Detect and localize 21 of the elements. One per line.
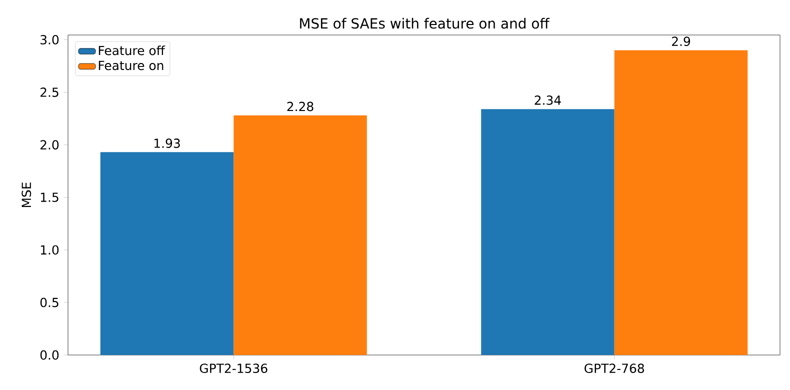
bar xyxy=(100,152,234,355)
x-tick-label: GPT2-1536 xyxy=(200,364,268,374)
chart-title: MSE of SAEs with feature on and off xyxy=(300,18,550,29)
y-tick-label: 0.5 xyxy=(40,298,58,308)
y-tick-label: 0.0 xyxy=(40,350,59,360)
data-label: 2.9 xyxy=(672,36,690,46)
bar xyxy=(614,50,748,355)
x-tick-label: GPT2-768 xyxy=(584,364,644,374)
y-tick-label: 1.5 xyxy=(40,192,58,202)
y-tick-label: 3.0 xyxy=(40,35,59,44)
legend-label: Feature on xyxy=(98,60,164,70)
y-tick-label: 2.5 xyxy=(40,88,58,97)
y-tick-label: 2.0 xyxy=(40,140,59,150)
bar xyxy=(481,109,614,355)
legend-label: Feature off xyxy=(98,46,166,56)
y-axis-title: MSE xyxy=(22,182,32,208)
data-label: 1.93 xyxy=(154,138,180,148)
bar xyxy=(234,115,367,355)
data-label: 2.28 xyxy=(287,102,314,112)
data-label: 2.34 xyxy=(534,95,561,105)
y-tick-label: 1.0 xyxy=(40,245,59,255)
